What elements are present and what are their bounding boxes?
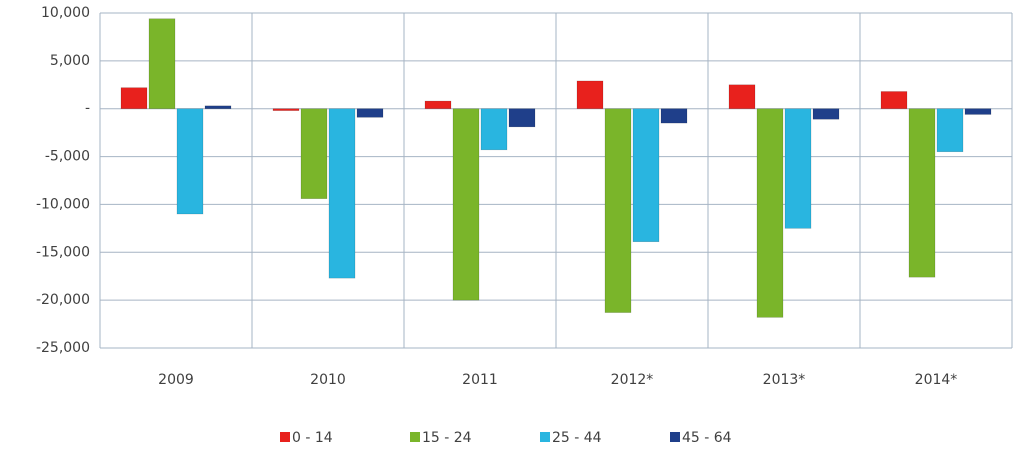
- bar: [880, 91, 908, 109]
- bar: [936, 108, 964, 153]
- bar: [508, 108, 536, 128]
- bar: [480, 108, 508, 151]
- bar: [728, 84, 756, 109]
- bar: [328, 108, 356, 279]
- legend-label: 0 - 14: [292, 430, 333, 446]
- x-tick-label: 2011: [462, 372, 498, 388]
- y-tick-label: -20,000: [36, 292, 90, 308]
- y-tick-label: -10,000: [36, 196, 90, 212]
- bar: [120, 87, 148, 109]
- bar: [204, 105, 232, 109]
- y-tick-label: -25,000: [36, 340, 90, 356]
- legend-swatch: [670, 432, 680, 442]
- bar: [356, 108, 384, 118]
- y-tick-label: -5,000: [45, 149, 90, 165]
- bar: [784, 108, 812, 229]
- x-tick-label: 2013*: [763, 372, 806, 388]
- bar: [300, 108, 328, 199]
- bar: [424, 100, 452, 109]
- bar: [632, 108, 660, 243]
- legend-label: 45 - 64: [682, 430, 732, 446]
- bar: [272, 108, 300, 111]
- x-tick-label: 2010: [310, 372, 346, 388]
- x-tick-label: 2014*: [915, 372, 958, 388]
- legend-label: 25 - 44: [552, 430, 602, 446]
- y-tick-label: -: [85, 101, 90, 117]
- bar: [756, 108, 784, 318]
- bar: [148, 18, 176, 109]
- bar: [964, 108, 992, 115]
- legend-swatch: [540, 432, 550, 442]
- y-tick-label: 10,000: [41, 5, 90, 21]
- bar: [576, 80, 604, 109]
- x-tick-label: 2012*: [611, 372, 654, 388]
- y-tick-label: 5,000: [50, 53, 90, 69]
- bar: [812, 108, 840, 120]
- y-tick-label: -15,000: [36, 244, 90, 260]
- bar: [660, 108, 688, 124]
- legend-label: 15 - 24: [422, 430, 472, 446]
- x-tick-label: 2009: [158, 372, 194, 388]
- bar: [176, 108, 204, 215]
- legend-swatch: [410, 432, 420, 442]
- bar: [908, 108, 936, 278]
- bar: [604, 108, 632, 313]
- bar: [452, 108, 480, 301]
- legend-swatch: [280, 432, 290, 442]
